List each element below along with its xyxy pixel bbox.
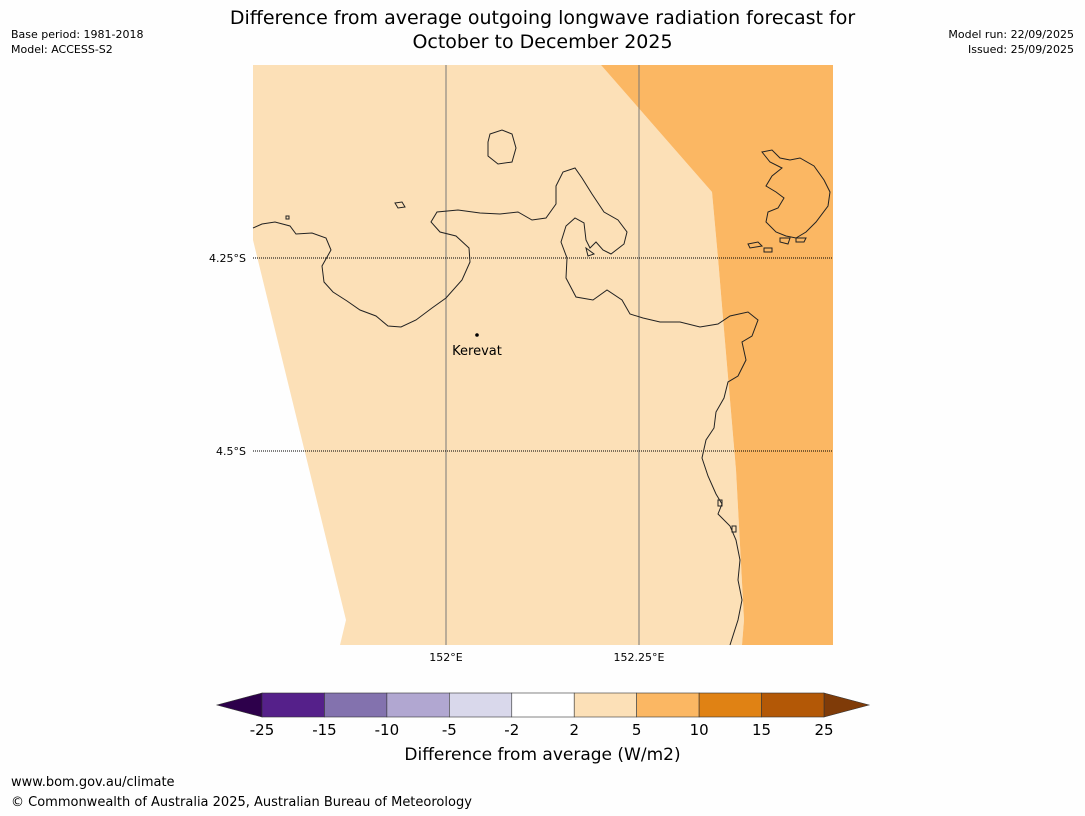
meta-left: Base period: 1981-2018 Model: ACCESS-S2: [11, 27, 143, 57]
coastline-islet-2: [285, 215, 290, 220]
colorbar-swatch: [324, 692, 388, 718]
lon-label-152: 152°E: [429, 651, 462, 664]
colorbar-tick-label: -10: [375, 721, 400, 739]
model-run: Model run: 22/09/2025: [948, 28, 1074, 41]
lat-label-4-5: 4.5°S: [216, 445, 246, 458]
colorbar-swatch: [698, 692, 762, 718]
issued-date: Issued: 25/09/2025: [967, 43, 1074, 56]
coastline-main: [252, 167, 759, 646]
coastline-islet-1: [394, 201, 406, 209]
colorbar-swatch: [636, 692, 700, 718]
footer-url[interactable]: www.bom.gov.au/climate: [11, 775, 175, 790]
coastline-islet-6: [795, 237, 807, 243]
coastline-islet-4: [763, 247, 773, 253]
coastline-islet-8: [731, 525, 737, 533]
chart-title: Difference from average outgoing longwav…: [160, 6, 925, 54]
colorbar-swatch: [761, 692, 825, 718]
kerevat-label: Kerevat: [452, 344, 502, 359]
colorbar-tick-label: -15: [312, 721, 337, 739]
coastline-islet-3: [747, 241, 764, 249]
colorbar-swatch: [449, 692, 513, 718]
colorbar-tick-label: -5: [442, 721, 457, 739]
colorbar-tick-label: 15: [752, 721, 771, 739]
lat-label-4-25: 4.25°S: [209, 252, 246, 265]
colorbar-swatch: [573, 692, 637, 718]
model-name: Model: ACCESS-S2: [11, 43, 113, 56]
colorbar-tick-label: 2: [569, 721, 579, 739]
footer-copyright: © Commonwealth of Australia 2025, Austra…: [11, 795, 472, 810]
coastline-duke-of-york: [761, 149, 831, 239]
colorbar-title: Difference from average (W/m2): [404, 745, 681, 765]
kerevat-marker: [475, 333, 479, 337]
lon-label-152-25: 152.25°E: [614, 651, 665, 664]
colorbar-extend-over: [823, 692, 871, 718]
base-period: Base period: 1981-2018: [11, 28, 144, 41]
coastline-island-north: [487, 129, 517, 165]
colorbar-tick-label: -2: [504, 721, 519, 739]
coastline-inner: [585, 246, 596, 257]
colorbar-swatch: [511, 692, 575, 718]
colorbar-tick-label: 10: [690, 721, 709, 739]
title-line-1: Difference from average outgoing longwav…: [229, 7, 856, 29]
region-high-positive: [601, 65, 833, 645]
colorbar-tick-label: 5: [632, 721, 642, 739]
colorbar-swatch: [261, 692, 325, 718]
colorbar: -25 -15 -10 -5 -2 2 5 10 15 25: [215, 692, 871, 739]
meta-right: Model run: 22/09/2025 Issued: 25/09/2025: [948, 27, 1074, 57]
colorbar-swatch: [386, 692, 450, 718]
map-panel: [252, 65, 833, 646]
coastline-islet-7: [717, 499, 723, 507]
coastline-islet-5: [779, 237, 791, 245]
colorbar-extend-under: [215, 692, 263, 718]
colorbar-tick-label: -25: [250, 721, 275, 739]
region-low-positive: [253, 65, 744, 645]
colorbar-tick-label: 25: [814, 721, 833, 739]
title-line-2: October to December 2025: [412, 31, 673, 53]
